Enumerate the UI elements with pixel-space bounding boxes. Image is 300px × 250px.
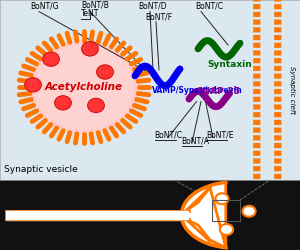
FancyBboxPatch shape: [274, 74, 281, 79]
Text: BoNT/A: BoNT/A: [182, 136, 209, 145]
FancyBboxPatch shape: [274, 27, 281, 32]
FancyBboxPatch shape: [253, 35, 260, 40]
FancyBboxPatch shape: [253, 50, 260, 56]
FancyBboxPatch shape: [253, 128, 260, 133]
Text: BoNT/D: BoNT/D: [138, 2, 166, 11]
Text: BoNT/C: BoNT/C: [154, 130, 182, 139]
FancyBboxPatch shape: [253, 135, 260, 140]
Text: BoNT/F: BoNT/F: [146, 12, 172, 21]
FancyBboxPatch shape: [274, 58, 281, 63]
FancyBboxPatch shape: [253, 20, 260, 25]
Polygon shape: [182, 182, 226, 248]
Circle shape: [55, 96, 71, 110]
FancyBboxPatch shape: [274, 0, 281, 2]
Circle shape: [25, 78, 41, 92]
Text: VAMP/Synaptobrevin: VAMP/Synaptobrevin: [152, 86, 242, 95]
FancyBboxPatch shape: [274, 135, 281, 140]
Circle shape: [88, 98, 104, 113]
Text: Synaptic vesicle: Synaptic vesicle: [4, 164, 78, 173]
FancyBboxPatch shape: [253, 66, 260, 71]
Circle shape: [220, 224, 233, 235]
Circle shape: [215, 193, 229, 204]
FancyBboxPatch shape: [253, 151, 260, 156]
FancyBboxPatch shape: [274, 89, 281, 94]
FancyBboxPatch shape: [274, 120, 281, 125]
FancyBboxPatch shape: [253, 158, 260, 164]
FancyBboxPatch shape: [274, 158, 281, 164]
FancyBboxPatch shape: [253, 81, 260, 86]
Text: BoNT/E: BoNT/E: [206, 130, 234, 139]
FancyBboxPatch shape: [253, 112, 260, 117]
Circle shape: [97, 65, 113, 79]
Text: SNAP-25: SNAP-25: [196, 87, 240, 96]
FancyBboxPatch shape: [253, 174, 260, 179]
FancyBboxPatch shape: [253, 89, 260, 94]
Text: Synaptic cleft: Synaptic cleft: [289, 66, 295, 114]
FancyBboxPatch shape: [253, 43, 260, 48]
FancyBboxPatch shape: [274, 166, 281, 171]
Circle shape: [242, 206, 256, 217]
Text: BoNT/G: BoNT/G: [30, 2, 58, 11]
Text: Acetylcholine: Acetylcholine: [45, 82, 123, 92]
FancyBboxPatch shape: [274, 20, 281, 25]
FancyBboxPatch shape: [274, 97, 281, 102]
FancyBboxPatch shape: [253, 4, 260, 9]
FancyBboxPatch shape: [274, 50, 281, 56]
Circle shape: [43, 52, 59, 66]
FancyBboxPatch shape: [253, 166, 260, 171]
FancyBboxPatch shape: [253, 120, 260, 125]
Text: Syntaxin: Syntaxin: [207, 60, 252, 69]
FancyBboxPatch shape: [274, 12, 281, 17]
FancyBboxPatch shape: [274, 143, 281, 148]
FancyBboxPatch shape: [274, 151, 281, 156]
FancyBboxPatch shape: [274, 66, 281, 71]
FancyBboxPatch shape: [253, 74, 260, 79]
Circle shape: [29, 41, 139, 134]
FancyBboxPatch shape: [253, 58, 260, 63]
FancyBboxPatch shape: [253, 0, 260, 2]
FancyBboxPatch shape: [253, 12, 260, 17]
FancyBboxPatch shape: [274, 35, 281, 40]
FancyBboxPatch shape: [274, 81, 281, 86]
FancyBboxPatch shape: [274, 112, 281, 117]
Circle shape: [82, 42, 98, 56]
FancyBboxPatch shape: [274, 128, 281, 133]
Text: BoNT/B: BoNT/B: [81, 1, 109, 10]
Text: BoNT/C: BoNT/C: [195, 2, 223, 11]
FancyBboxPatch shape: [274, 174, 281, 179]
FancyBboxPatch shape: [253, 27, 260, 32]
FancyBboxPatch shape: [274, 4, 281, 9]
FancyBboxPatch shape: [274, 104, 281, 110]
Text: TeNT: TeNT: [81, 9, 99, 18]
Circle shape: [34, 45, 134, 130]
FancyBboxPatch shape: [253, 104, 260, 110]
FancyBboxPatch shape: [253, 143, 260, 148]
FancyBboxPatch shape: [253, 97, 260, 102]
FancyBboxPatch shape: [274, 43, 281, 48]
Bar: [212, 200, 240, 221]
